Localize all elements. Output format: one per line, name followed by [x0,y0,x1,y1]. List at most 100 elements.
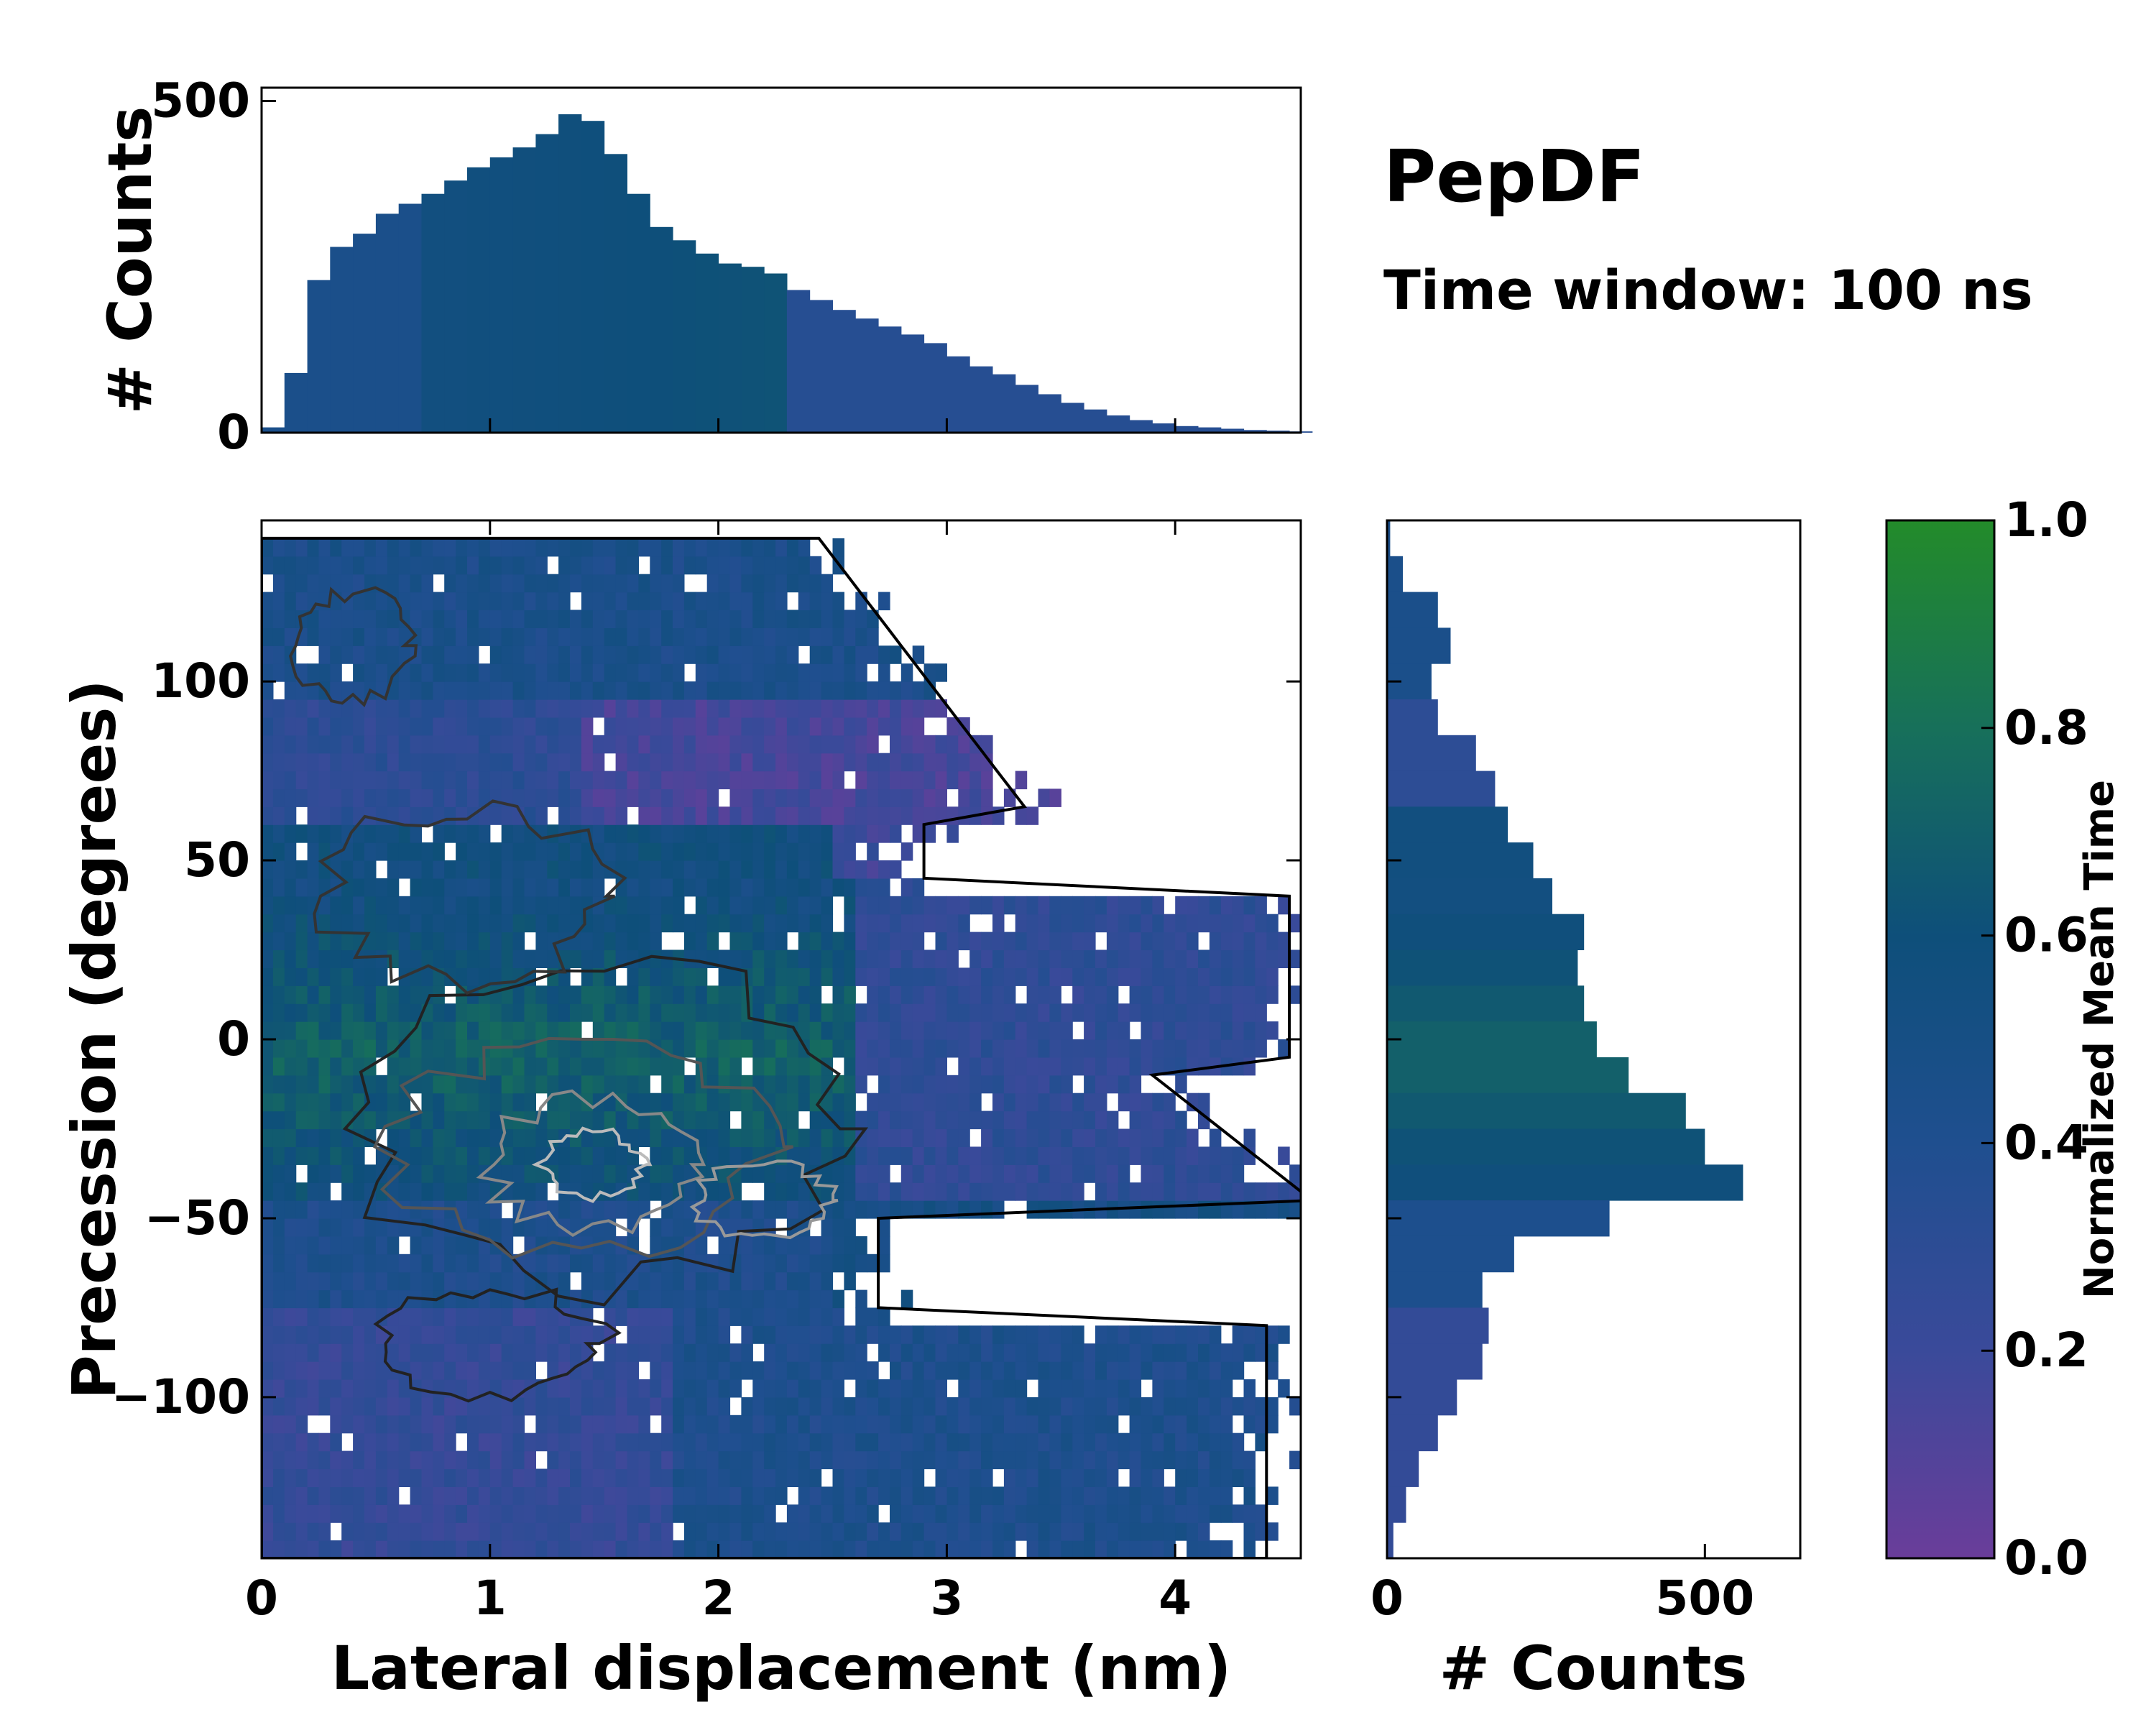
heatmap-cell [512,1271,525,1291]
heatmap-cell [650,932,662,951]
heatmap-cell [535,1003,548,1022]
heatmap-cell [592,1504,605,1523]
heatmap-cell [923,1486,936,1505]
heatmap-cell [1049,1540,1061,1558]
heatmap-cell [729,878,742,897]
heatmap-cell [718,914,731,933]
heatmap-cell [1129,1486,1142,1505]
heatmap-cell [284,1343,297,1362]
heatmap-cell [981,1057,993,1076]
heatmap-cell [683,842,696,861]
heatmap-cell [650,1343,662,1362]
heatmap-cell [467,556,479,575]
heatmap-cell [867,1486,879,1505]
heatmap-cell [456,1414,468,1434]
heatmap-cell [295,1218,308,1237]
heatmap-cell [627,753,639,772]
heatmap-cell [501,1021,514,1040]
heatmap-cell [900,1200,913,1219]
heatmap-cell [809,967,822,986]
heatmap-cell [729,1075,742,1094]
heatmap-cell [307,842,320,861]
heatmap-cell [375,1486,388,1505]
heatmap-cell [718,1343,731,1362]
heatmap-cell [570,770,582,790]
heatmap-cell [604,1254,617,1273]
heatmap-cell [1187,985,1199,1004]
heatmap-cell [821,1128,834,1147]
heatmap-cell [444,1236,456,1255]
heatmap-cell [1015,896,1028,915]
heatmap-cell [547,610,559,628]
heatmap-cell [433,1361,445,1380]
heatmap-cell [489,717,502,736]
heatmap-cell [627,914,639,933]
heatmap-cell [1084,1146,1096,1165]
heatmap-cell [638,610,650,628]
heatmap-cell [1209,1540,1222,1558]
heatmap-cell [1072,1522,1084,1541]
heatmap-cell [683,1432,696,1452]
heatmap-cell [969,1146,982,1165]
heatmap-cell [695,949,708,968]
heatmap-cell [923,1182,936,1201]
heatmap-cell [1038,1343,1050,1362]
y-tick-label: −100 [111,1369,250,1425]
heatmap-cell [683,1075,696,1094]
heatmap-cell [627,1379,639,1398]
heatmap-cell [1243,1486,1256,1505]
heatmap-cell [604,1540,617,1558]
heatmap-cell [1072,1397,1084,1416]
heatmap-cell [535,574,548,593]
heatmap-cell [981,1414,993,1434]
heatmap-cell [775,824,788,843]
heatmap-cell [1061,1468,1073,1487]
heatmap-cell [272,1075,285,1094]
heatmap-cell [535,681,548,700]
heatmap-cell [935,735,947,754]
heatmap-cell [456,592,468,611]
heatmap-cell [844,1218,856,1237]
heatmap-cell [1072,1468,1084,1487]
heatmap-cell [1152,1092,1164,1112]
heatmap-cell [695,1522,708,1541]
heatmap-cell [638,878,650,897]
heatmap-cell [364,1325,377,1344]
heatmap-cell [501,1522,514,1541]
heatmap-cell [752,1486,765,1505]
heatmap-cell [1141,1057,1153,1076]
heatmap-cell [900,1164,913,1183]
heatmap-cell [786,1021,799,1040]
heatmap-cell [890,806,902,825]
heatmap-cell [318,717,331,736]
heatmap-cell [1220,1182,1233,1201]
heatmap-cell [592,1379,605,1398]
heatmap-cell [958,1110,970,1130]
heatmap-cell [489,1361,502,1380]
heatmap-cell [867,949,879,968]
heatmap-cell [969,1092,982,1112]
heatmap-cell [615,663,628,682]
heatmap-cell [706,1003,719,1022]
heatmap-cell [375,1200,388,1219]
heatmap-cell [489,1182,502,1201]
heatmap-cell [775,1468,788,1487]
heatmap-cell [969,1343,982,1362]
heatmap-cell [1141,896,1153,915]
heatmap-cell [1118,1540,1130,1558]
heatmap-cells [262,538,1301,1558]
heatmap-cell [398,681,411,700]
heatmap-cell [1072,985,1084,1004]
heatmap-cell [570,699,582,718]
heatmap-cell [318,753,331,772]
heatmap-cell [832,967,844,986]
heatmap-cell [1015,1325,1028,1344]
heatmap-cell [1278,1039,1290,1058]
heatmap-cell [364,1486,377,1505]
heatmap-cell [798,556,811,575]
heatmap-cell [284,1164,297,1183]
heatmap-cell [262,1092,274,1112]
heatmap-cell [467,1379,479,1398]
heatmap-cell [262,824,274,843]
heatmap-cell [410,699,423,718]
